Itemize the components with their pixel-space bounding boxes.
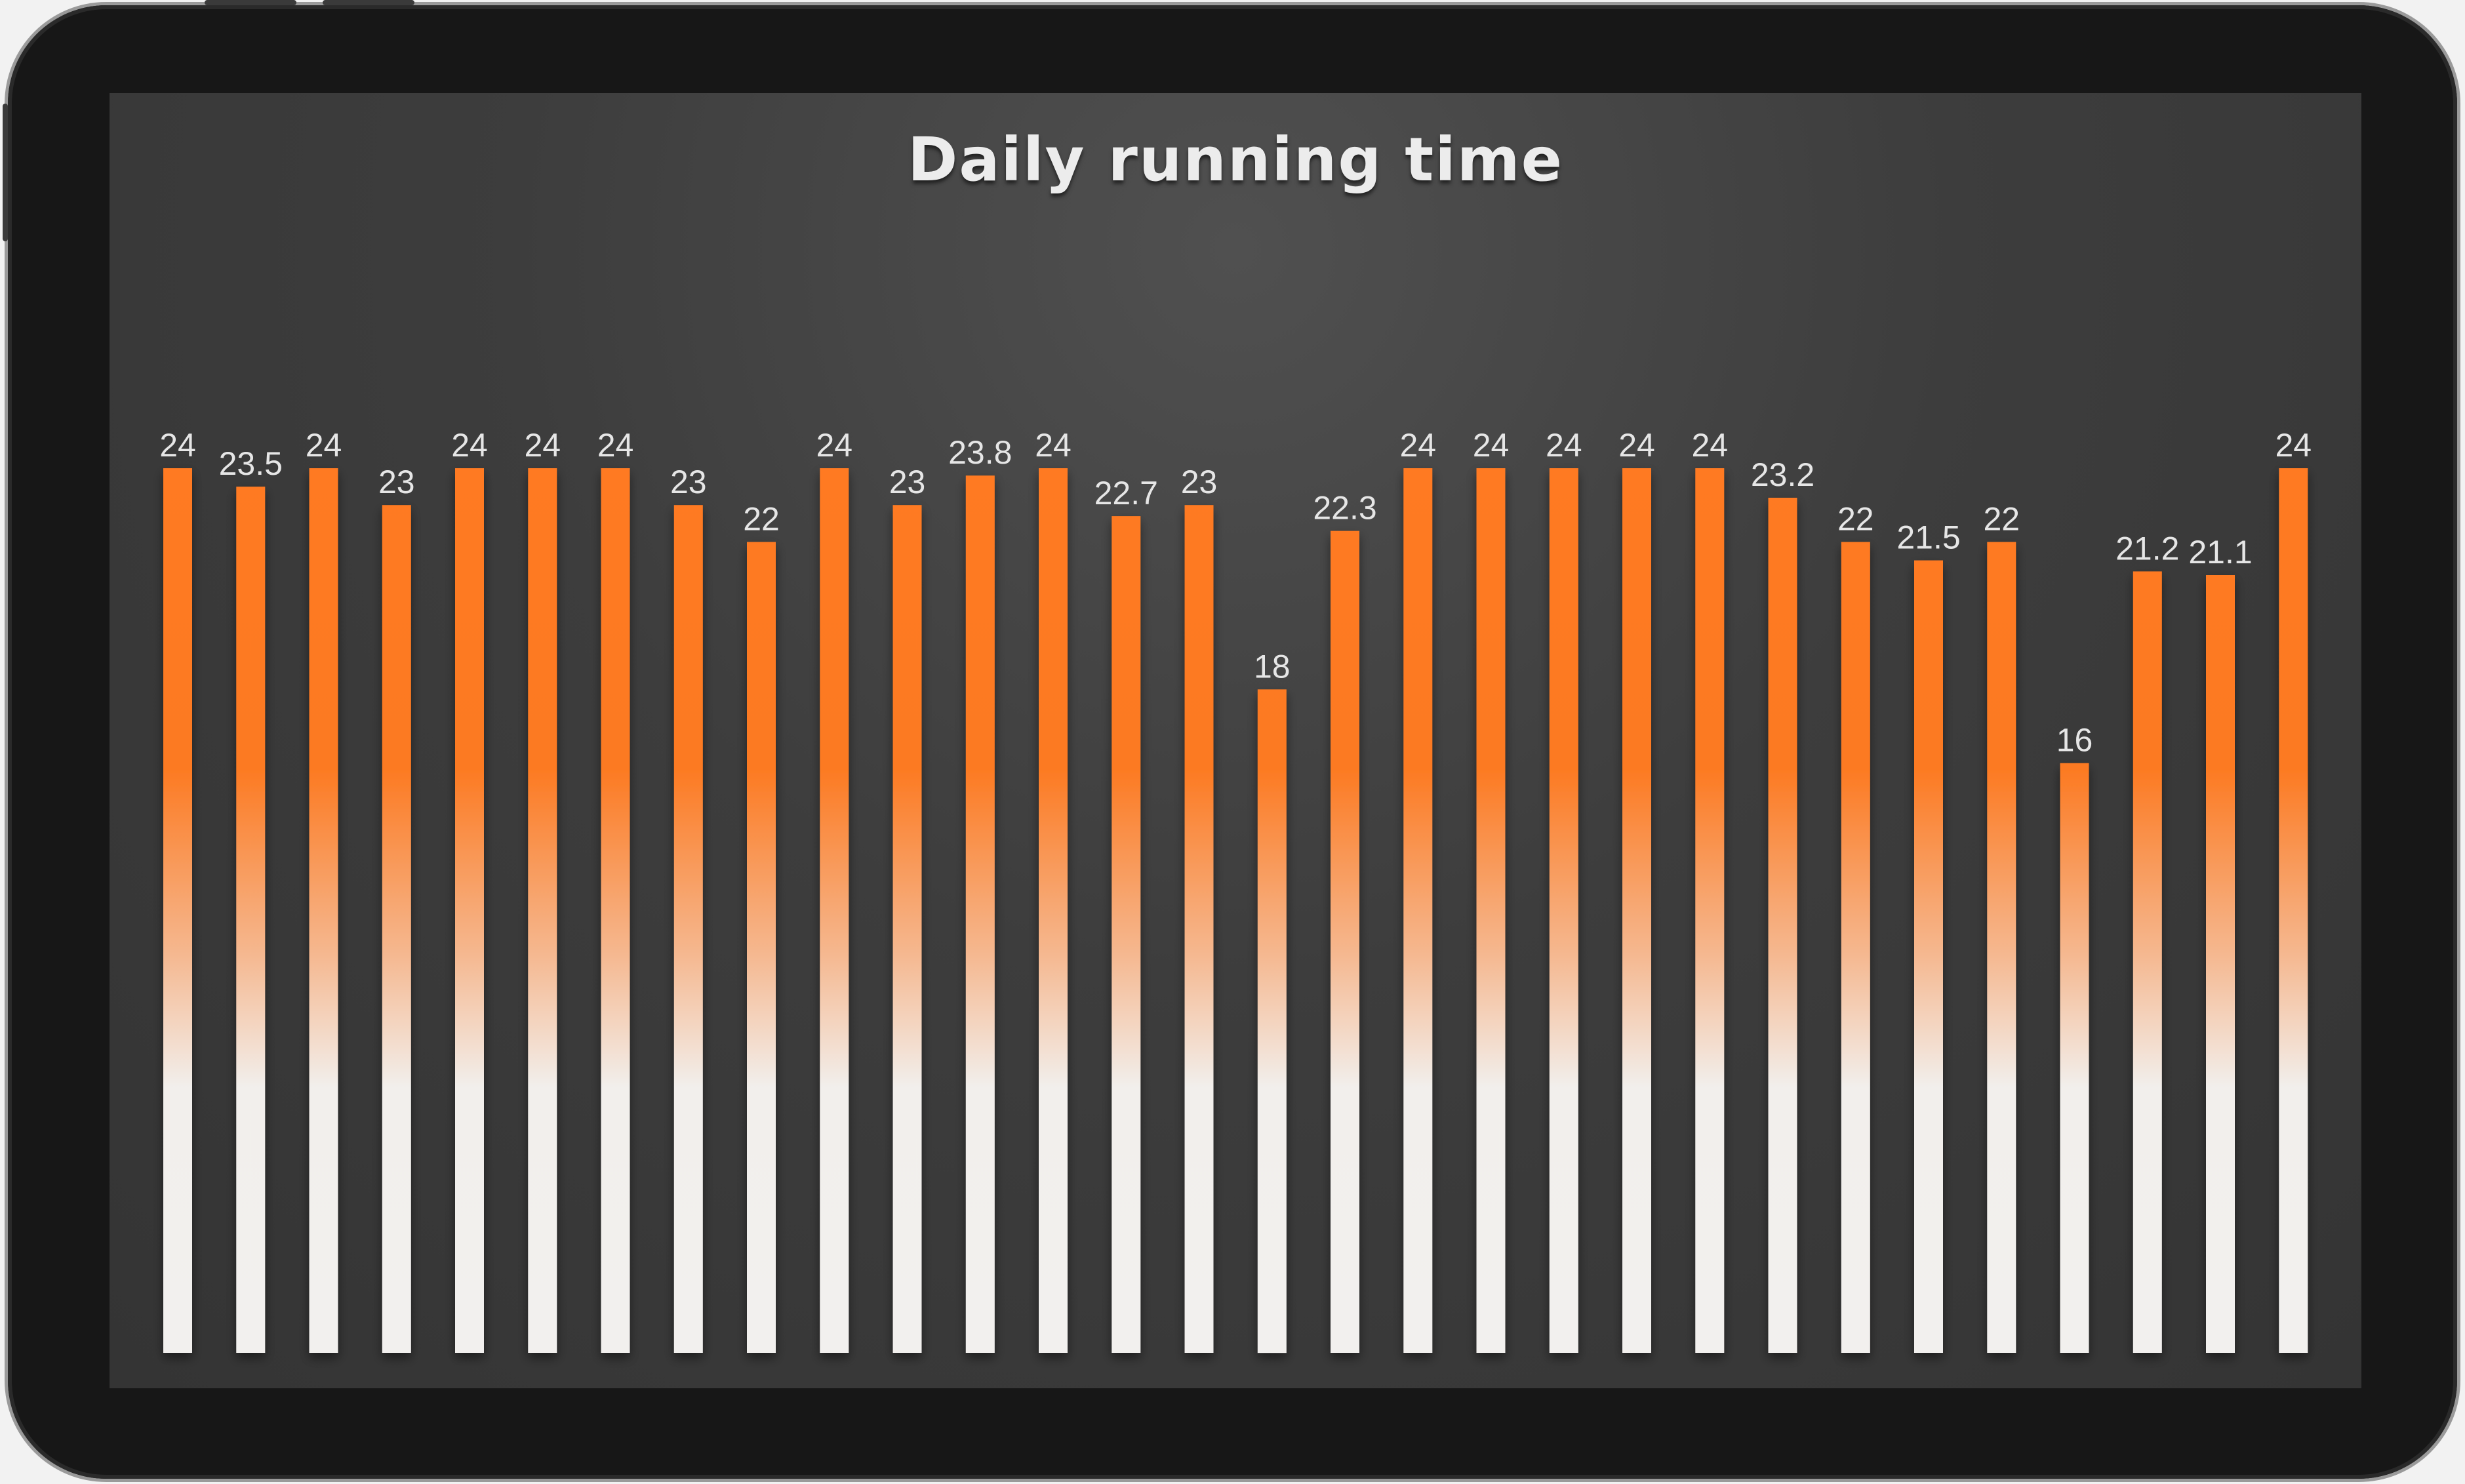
bar [1768,498,1797,1353]
bar [1476,468,1506,1353]
bar [2279,468,2308,1353]
chart-screen: Daily running time 24 23.5 24 23 24 24 24 23 22 2… [110,93,2361,1388]
bar [2133,571,2162,1353]
bar-value-label: 24 [816,427,852,464]
bar-chart: 24 23.5 24 23 24 24 24 23 22 24 23 23.8 24 22.7 23 18 22… [159,427,2312,1354]
bar [455,468,484,1353]
bar [236,487,266,1353]
bar-value-label: 21.2 [2115,530,2179,567]
bar-value-label: 22.7 [1094,475,1158,511]
bar-value-label: 24 [524,427,561,464]
bar [163,468,192,1353]
bar-value-label: 22.3 [1313,490,1376,527]
bar-value-label: 23.8 [948,434,1012,471]
bar [1331,531,1359,1353]
bar-value-label: 24 [1546,427,1582,464]
bar-value-label: 21.5 [1896,519,1960,556]
bar-value-label: 21.1 [2188,534,2252,571]
bar [601,468,630,1353]
bar-value-label: 24 [159,427,196,464]
bar-value-label: 23 [378,464,415,500]
bar-value-label: 24 [451,427,488,464]
bar [309,468,338,1353]
bar-value-label: 24 [1399,427,1436,464]
bar-value-label: 22 [1837,500,1874,537]
bar-value-label: 23.5 [219,445,283,482]
volume-button-2 [323,0,414,5]
bar-value-label: 22 [743,500,780,537]
bar [382,505,411,1354]
bar [1184,505,1214,1354]
data-labels-group: 24 23.5 24 23 24 24 24 23 22 24 23 23.8 24 22.7 23 18 22… [159,427,2312,759]
power-button [3,104,8,241]
bar [2060,763,2089,1353]
bars-group [163,468,2308,1354]
bar [1914,560,1943,1353]
bar [673,505,703,1354]
bar [1257,689,1287,1354]
bar [1695,468,1725,1353]
bar-value-label: 18 [1254,648,1291,685]
bar [1549,468,1578,1353]
bar [1622,468,1651,1353]
chart-title: Daily running time [907,125,1564,195]
bar [1112,516,1141,1353]
volume-button [205,0,296,5]
bar [892,505,922,1354]
bar-value-label: 23 [670,464,707,500]
bar-value-label: 24 [1618,427,1655,464]
bar [1403,468,1433,1353]
bar-value-label: 24 [1691,427,1728,464]
bar-value-label: 24 [597,427,634,464]
bar-value-label: 23 [889,464,926,500]
bar [528,468,557,1353]
bar-value-label: 23 [1181,464,1218,500]
bar-value-label: 24 [306,427,342,464]
bar [2206,575,2235,1353]
bar-value-label: 16 [2056,722,2093,759]
bar-value-label: 23.2 [1751,456,1814,493]
bar [1987,542,2016,1353]
bar [1841,542,1870,1353]
bar [820,468,849,1353]
bar-value-label: 22 [1983,500,2020,537]
bar [747,542,776,1353]
bar-value-label: 24 [1035,427,1072,464]
bar-value-label: 24 [2275,427,2312,464]
bar-value-label: 24 [1473,427,1510,464]
bar [965,475,995,1354]
bar [1039,468,1068,1353]
